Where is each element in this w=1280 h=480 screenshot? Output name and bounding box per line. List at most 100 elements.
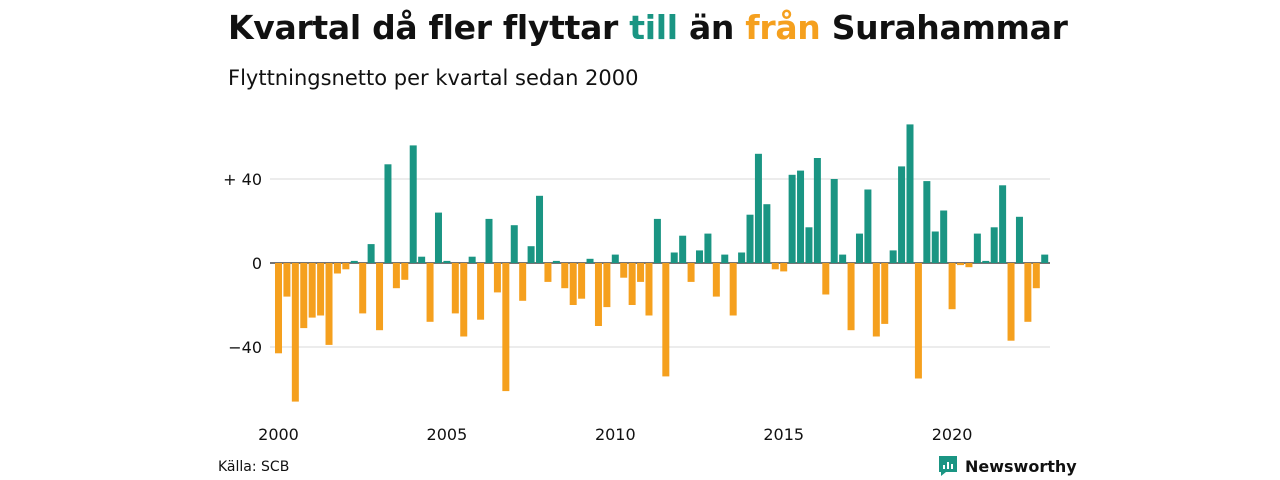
- title-part-2: än: [677, 8, 746, 47]
- bar: [350, 260, 358, 263]
- brand: Newsworthy: [937, 455, 1077, 477]
- bar: [527, 246, 535, 263]
- y-tick-label: + 40: [223, 170, 262, 189]
- bar: [434, 212, 442, 263]
- source-label: Källa: SCB: [218, 459, 290, 475]
- bar: [923, 181, 931, 263]
- bar: [594, 263, 602, 326]
- bar: [418, 256, 426, 263]
- bar: [510, 225, 518, 263]
- bar: [342, 263, 350, 270]
- bar: [561, 263, 569, 289]
- title-word-fran: från: [745, 8, 821, 47]
- bar: [721, 254, 729, 263]
- x-tick-label: 2005: [427, 425, 468, 444]
- chart-title: Kvartal då fler flyttar till än från Sur…: [228, 8, 1068, 47]
- bar: [325, 263, 333, 345]
- bar: [645, 263, 653, 316]
- bar: [855, 233, 863, 263]
- bar: [898, 166, 906, 263]
- bar: [957, 263, 965, 266]
- title-part-1: Kvartal då fler flyttar: [228, 8, 630, 47]
- bar: [973, 233, 981, 263]
- bar: [653, 218, 661, 263]
- bar: [291, 263, 299, 402]
- bar: [712, 263, 720, 297]
- bar: [830, 179, 838, 263]
- bar: [586, 258, 594, 263]
- bar: [1032, 263, 1040, 289]
- bar: [578, 263, 586, 299]
- bar: [763, 204, 771, 263]
- bar: [409, 145, 417, 263]
- bar: [822, 263, 830, 295]
- bar: [384, 164, 392, 263]
- bar: [788, 174, 796, 263]
- bar: [839, 254, 847, 263]
- bar: [519, 263, 527, 301]
- x-axis: 2000 2005 2010 2015 2020: [258, 425, 972, 444]
- bar: [468, 256, 476, 263]
- newsworthy-logo-icon: [939, 456, 957, 476]
- bar: [906, 124, 914, 264]
- bar: [1024, 263, 1032, 322]
- bar: [275, 263, 282, 354]
- bar: [603, 263, 611, 308]
- bar: [999, 185, 1007, 263]
- bar: [1041, 254, 1049, 263]
- y-tick-label: 0: [252, 254, 262, 273]
- bar: [847, 263, 855, 331]
- bar: [611, 254, 619, 263]
- bar: [552, 260, 560, 263]
- bar: [746, 214, 754, 263]
- bar: [965, 263, 973, 268]
- title-part-3: Surahammar: [820, 8, 1068, 47]
- bar: [771, 263, 779, 270]
- title-word-till: till: [629, 8, 678, 47]
- chart-subtitle: Flyttningsnetto per kvartal sedan 2000: [228, 66, 639, 90]
- bar: [805, 227, 813, 263]
- bar: [696, 250, 703, 263]
- bar: [367, 244, 375, 263]
- y-tick-label: −40: [228, 338, 262, 357]
- bar: [1007, 263, 1015, 341]
- bar: [914, 263, 922, 379]
- bar: [359, 263, 367, 314]
- bar: [460, 263, 468, 337]
- bar: [300, 263, 308, 329]
- bar: [1015, 216, 1023, 263]
- brand-name: Newsworthy: [965, 456, 1077, 476]
- bar: [872, 263, 880, 337]
- bar: [451, 263, 459, 314]
- bar: [687, 263, 695, 282]
- bar: [662, 263, 670, 377]
- x-tick-label: 2015: [763, 425, 804, 444]
- bar: [536, 195, 544, 263]
- bar: [931, 231, 939, 263]
- bar: [620, 263, 628, 278]
- bar: [780, 263, 788, 272]
- bar: [392, 263, 400, 289]
- bar: [401, 263, 409, 280]
- bar: [637, 263, 645, 282]
- bar: [443, 260, 451, 263]
- bar: [333, 263, 341, 274]
- bar: [940, 210, 948, 263]
- bar: [670, 252, 678, 263]
- bar: [569, 263, 577, 305]
- bar: [493, 263, 501, 293]
- bar: [982, 260, 990, 263]
- bar: [485, 218, 493, 263]
- bar: [502, 263, 510, 392]
- bar: [477, 263, 485, 320]
- bar: [704, 233, 712, 263]
- x-tick-label: 2010: [595, 425, 636, 444]
- y-axis: + 40 0 −40: [223, 170, 262, 357]
- bar: [889, 250, 897, 263]
- bar: [628, 263, 636, 305]
- bar: [948, 263, 956, 310]
- bar: [308, 263, 316, 318]
- x-tick-label: 2000: [258, 425, 299, 444]
- bar: [544, 263, 552, 282]
